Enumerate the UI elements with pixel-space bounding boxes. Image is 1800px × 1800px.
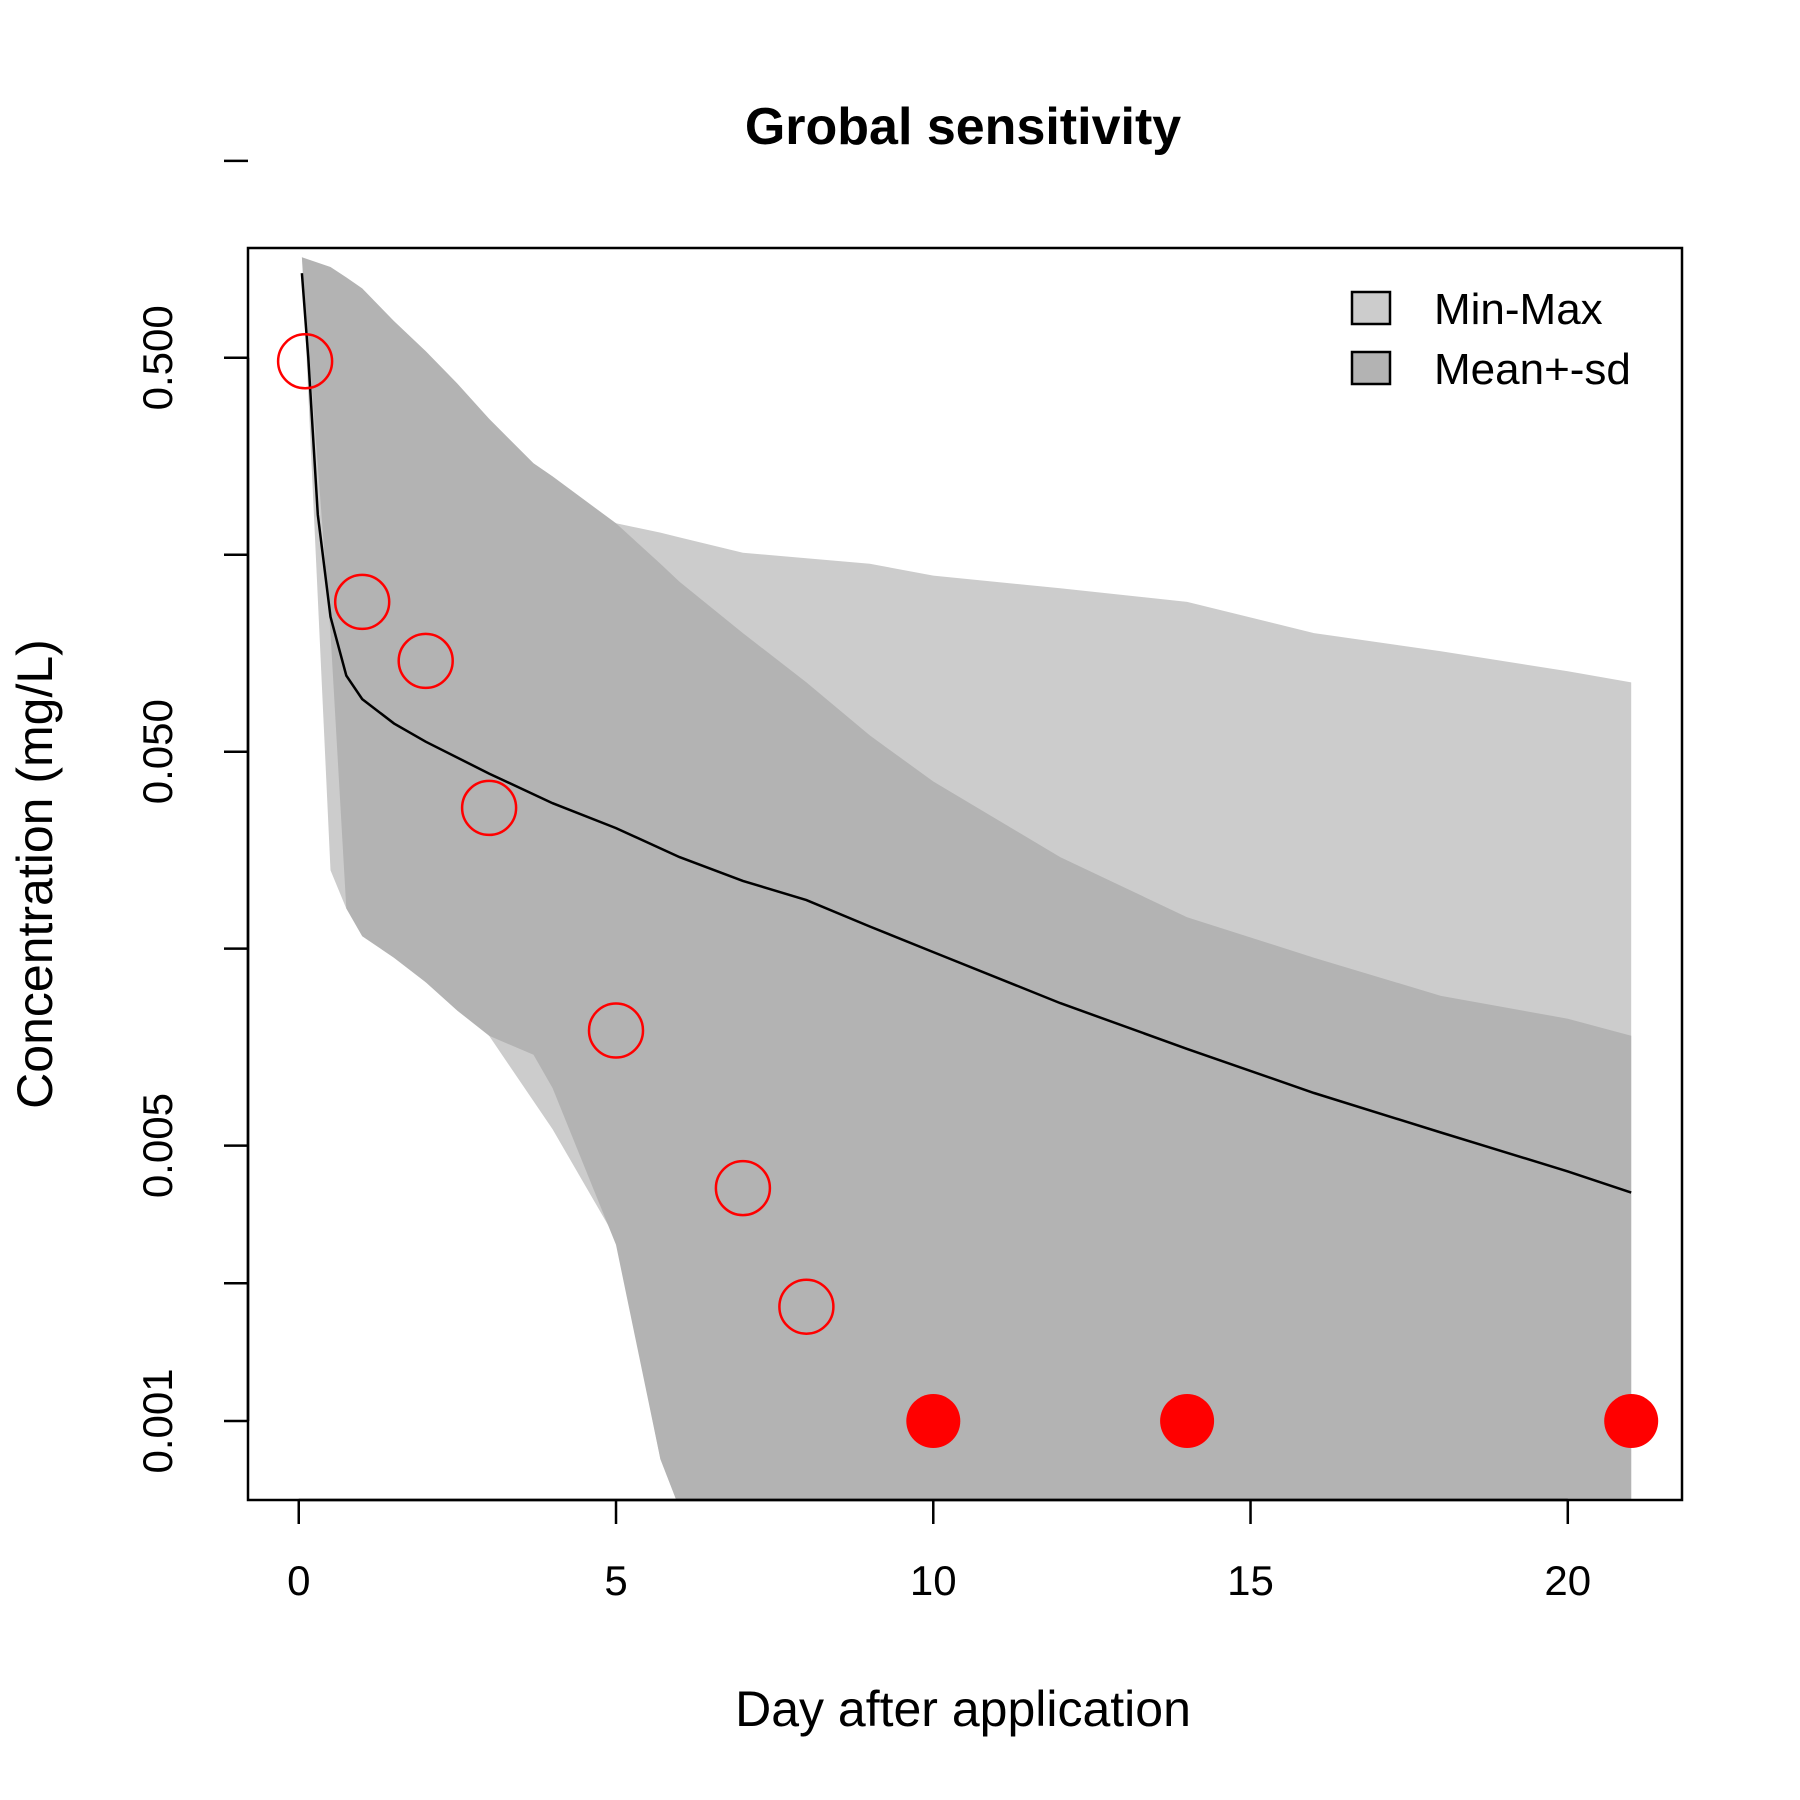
below-loq-point bbox=[1160, 1394, 1215, 1448]
x-axis: 0 5 10 15 20 bbox=[287, 1498, 1591, 1604]
chart-title: Grobal sensitivity bbox=[745, 98, 1181, 156]
plot-area bbox=[300, 257, 1632, 1500]
observed-point bbox=[714, 1159, 772, 1217]
mean-line bbox=[300, 273, 1632, 1194]
x-axis-label: Day after application bbox=[735, 1681, 1191, 1737]
x-tick-label: 10 bbox=[910, 1557, 957, 1604]
legend-label-min-max: Min-Max bbox=[1434, 285, 1603, 334]
y-tick-label: 0.500 bbox=[134, 305, 181, 410]
y-tick-label: 0.001 bbox=[134, 1368, 181, 1473]
observed-point bbox=[333, 573, 391, 631]
y-tick-label: 0.005 bbox=[134, 1093, 181, 1198]
legend-swatch-min-max bbox=[1350, 290, 1392, 326]
mean-sd-band bbox=[301, 257, 1632, 1500]
below-loq-points bbox=[906, 1394, 1659, 1448]
x-tick-label: 20 bbox=[1544, 1557, 1591, 1604]
legend-swatch-mean-sd bbox=[1350, 350, 1392, 386]
legend-label-mean-sd: Mean+-sd bbox=[1434, 345, 1631, 394]
y-axis-label: Concentration (mg/L) bbox=[7, 639, 63, 1109]
observed-points bbox=[276, 333, 835, 1335]
observed-point bbox=[778, 1278, 835, 1335]
observed-point bbox=[397, 632, 454, 690]
y-axis: 0.001 0.005 0.050 0.500 bbox=[134, 159, 250, 1474]
below-loq-point bbox=[906, 1394, 961, 1448]
x-tick-label: 0 bbox=[287, 1557, 310, 1604]
x-tick-label: 5 bbox=[604, 1557, 627, 1604]
observed-point bbox=[460, 779, 518, 837]
observed-point bbox=[587, 1002, 645, 1059]
below-loq-point bbox=[1604, 1394, 1659, 1448]
y-tick-label: 0.050 bbox=[134, 699, 181, 804]
x-tick-label: 15 bbox=[1227, 1557, 1274, 1604]
legend: Min-Max Mean+-sd bbox=[1350, 285, 1631, 394]
observed-point bbox=[276, 333, 334, 390]
